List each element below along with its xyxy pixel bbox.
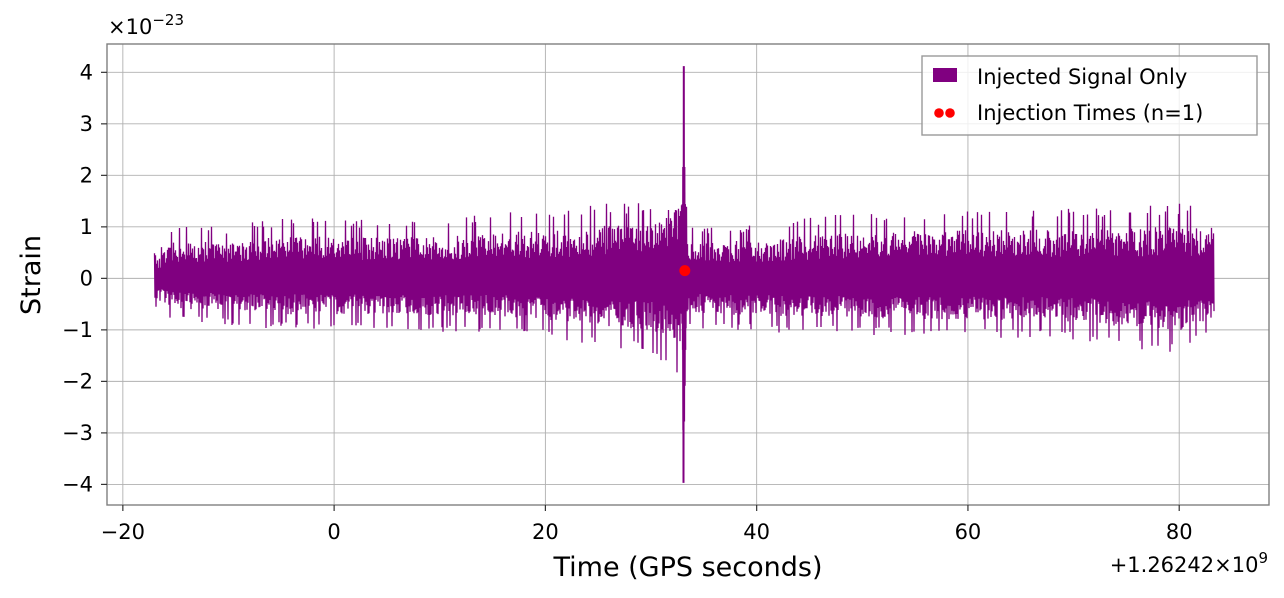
y-tick-label: −2 <box>62 369 93 393</box>
axis-ticks: −20 0 20 40 60 80 −4 −3 −2 −1 0 1 2 3 4 <box>62 60 1193 544</box>
y-tick-label: 0 <box>80 266 93 290</box>
legend: Injected Signal Only Injection Times (n=… <box>921 55 1258 136</box>
y-tick-label: −4 <box>62 472 93 496</box>
legend-swatch-injected-signal <box>933 68 957 82</box>
x-tick-label: −20 <box>101 520 145 544</box>
x-tick-label: 60 <box>955 520 982 544</box>
legend-frame <box>921 55 1258 136</box>
y-tick-label: 2 <box>80 163 93 187</box>
y-axis-multiplier: ×10−23 <box>108 11 184 39</box>
y-tick-label: 4 <box>80 60 93 84</box>
x-tick-label: 80 <box>1166 520 1193 544</box>
x-tick-label: 20 <box>532 520 559 544</box>
x-axis-title: Time (GPS seconds) <box>552 552 822 583</box>
x-offset-base: +1.26242×10 <box>1110 553 1259 577</box>
y-tick-label: 1 <box>80 215 93 239</box>
y-tick-label: −1 <box>62 318 93 342</box>
plot-area <box>153 66 1215 483</box>
legend-label-injection-times: Injection Times (n=1) <box>977 101 1203 125</box>
x-offset-exponent: 9 <box>1258 549 1268 567</box>
y-multiplier-exponent: −23 <box>152 11 184 29</box>
x-tick-label: 40 <box>743 520 770 544</box>
y-tick-label: 3 <box>80 112 93 136</box>
y-axis-title: Strain <box>16 235 47 315</box>
legend-marker-injection-times-1 <box>934 108 944 118</box>
y-tick-label: −3 <box>62 421 93 445</box>
injection-time-point <box>679 265 691 277</box>
x-tick-label: 0 <box>327 520 340 544</box>
legend-marker-injection-times-2 <box>945 108 955 118</box>
plot-frame <box>106 43 1270 506</box>
x-axis-offset: +1.26242×109 <box>1110 549 1268 577</box>
legend-label-injected-signal: Injected Signal Only <box>977 65 1187 89</box>
y-multiplier-base: ×10 <box>108 15 152 39</box>
